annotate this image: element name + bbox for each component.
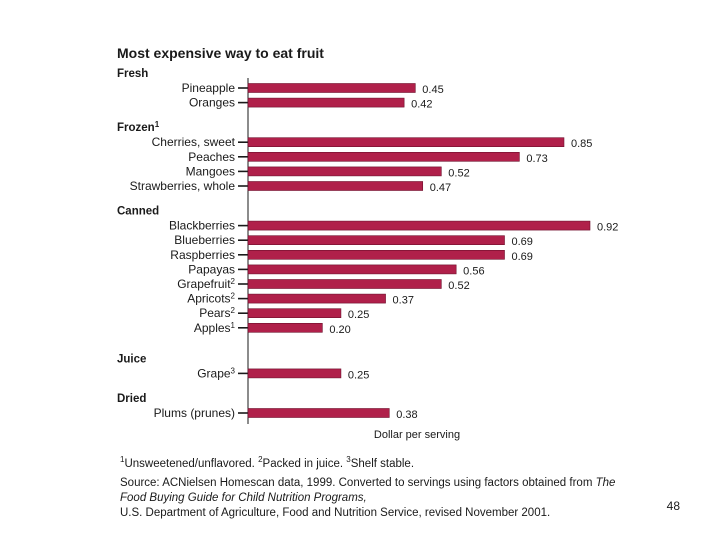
value-label-oranges: 0.42: [411, 99, 432, 111]
footnote-2-mark: 2: [258, 455, 263, 464]
source-prefix: Source: ACNielsen Homescan data, 1999. C…: [120, 477, 593, 489]
footnote-2-text: Packed in juice.: [262, 457, 344, 470]
bar-papayas: [247, 264, 457, 275]
footnote-3-mark: 3: [346, 455, 351, 464]
bar-oranges: [247, 97, 405, 108]
group-label-fresh: Fresh: [117, 68, 148, 80]
group-label-canned: Canned: [117, 206, 159, 218]
value-label-papayas: 0.56: [463, 265, 484, 277]
value-label-plums-prunes: 0.38: [396, 409, 417, 421]
category-label-strawberries-whole: Strawberries, whole: [130, 179, 236, 193]
value-label-pineapple: 0.45: [422, 84, 443, 96]
bar-apples: [247, 322, 323, 333]
category-label-oranges: Oranges: [189, 96, 235, 110]
bar-apricots: [247, 293, 386, 304]
source-note: Source: ACNielsen Homescan data, 1999. C…: [120, 476, 640, 521]
category-label-pineapple: Pineapple: [182, 81, 236, 95]
source-suffix: U.S. Department of Agriculture, Food and…: [120, 507, 551, 519]
value-label-peaches: 0.73: [526, 153, 547, 165]
category-label-apricots: Apricots2: [187, 292, 235, 306]
bar-plums-prunes: [247, 408, 390, 418]
bar-pineapple: [247, 83, 416, 93]
footnotes: 1Unsweetened/unflavored. 2Packed in juic…: [120, 452, 640, 472]
bar-blueberries: [247, 235, 505, 245]
footnote-1-mark: 1: [120, 455, 125, 464]
bar-raspberries: [247, 250, 505, 260]
category-label-mangoes: Mangoes: [186, 164, 235, 178]
value-label-cherries-sweet: 0.85: [571, 138, 592, 150]
category-label-apples: Apples1: [194, 321, 236, 335]
bar-grape: [247, 368, 342, 379]
value-label-apricots: 0.37: [393, 295, 414, 307]
bar-peaches: [247, 152, 520, 162]
value-label-mangoes: 0.52: [448, 167, 469, 179]
category-label-pears: Pears2: [199, 306, 235, 320]
value-label-raspberries: 0.69: [512, 251, 533, 263]
value-label-apples: 0.20: [329, 324, 350, 336]
category-label-blackberries: Blackberries: [169, 219, 235, 233]
source-italic-title: The Food Buying Guide for Child Nutritio…: [120, 477, 616, 504]
bar-pears: [247, 308, 342, 319]
group-label-dried: Dried: [117, 393, 146, 405]
value-label-grapefruit: 0.52: [448, 280, 469, 292]
group-label-juice: Juice: [117, 353, 146, 365]
category-label-plums-prunes: Plums (prunes): [154, 406, 235, 420]
value-label-blackberries: 0.92: [597, 222, 618, 234]
value-label-pears: 0.25: [348, 309, 369, 321]
category-label-blueberries: Blueberries: [174, 233, 235, 247]
category-label-grape: Grape3: [197, 366, 235, 380]
page-number: 48: [666, 499, 680, 513]
bar-strawberries-whole: [247, 181, 424, 191]
category-label-papayas: Papayas: [188, 262, 235, 276]
footnote-3-text: Shelf stable.: [350, 457, 415, 470]
category-label-raspberries: Raspberries: [170, 248, 235, 262]
bar-blackberries: [247, 220, 591, 231]
value-label-blueberries: 0.69: [512, 236, 533, 248]
bar-cherries-sweet: [247, 137, 565, 147]
chart-title: Most expensive way to eat fruit: [117, 45, 324, 61]
group-label-frozen: Frozen1: [117, 120, 160, 134]
x-axis-label: Dollar per serving: [374, 429, 460, 441]
bar-mangoes: [247, 166, 442, 177]
chart-marks: Fresh Pineapple 0.45 Oranges 0.42 Frozen1Cher…: [117, 68, 618, 421]
bar-grapefruit: [247, 279, 442, 289]
category-label-grapefruit: Grapefruit2: [177, 277, 235, 291]
category-label-cherries-sweet: Cherries, sweet: [152, 135, 236, 149]
value-label-strawberries-whole: 0.47: [430, 182, 451, 194]
category-label-peaches: Peaches: [188, 150, 235, 164]
value-label-grape: 0.25: [348, 369, 369, 381]
footnote-1-text: Unsweetened/unflavored.: [124, 457, 255, 470]
